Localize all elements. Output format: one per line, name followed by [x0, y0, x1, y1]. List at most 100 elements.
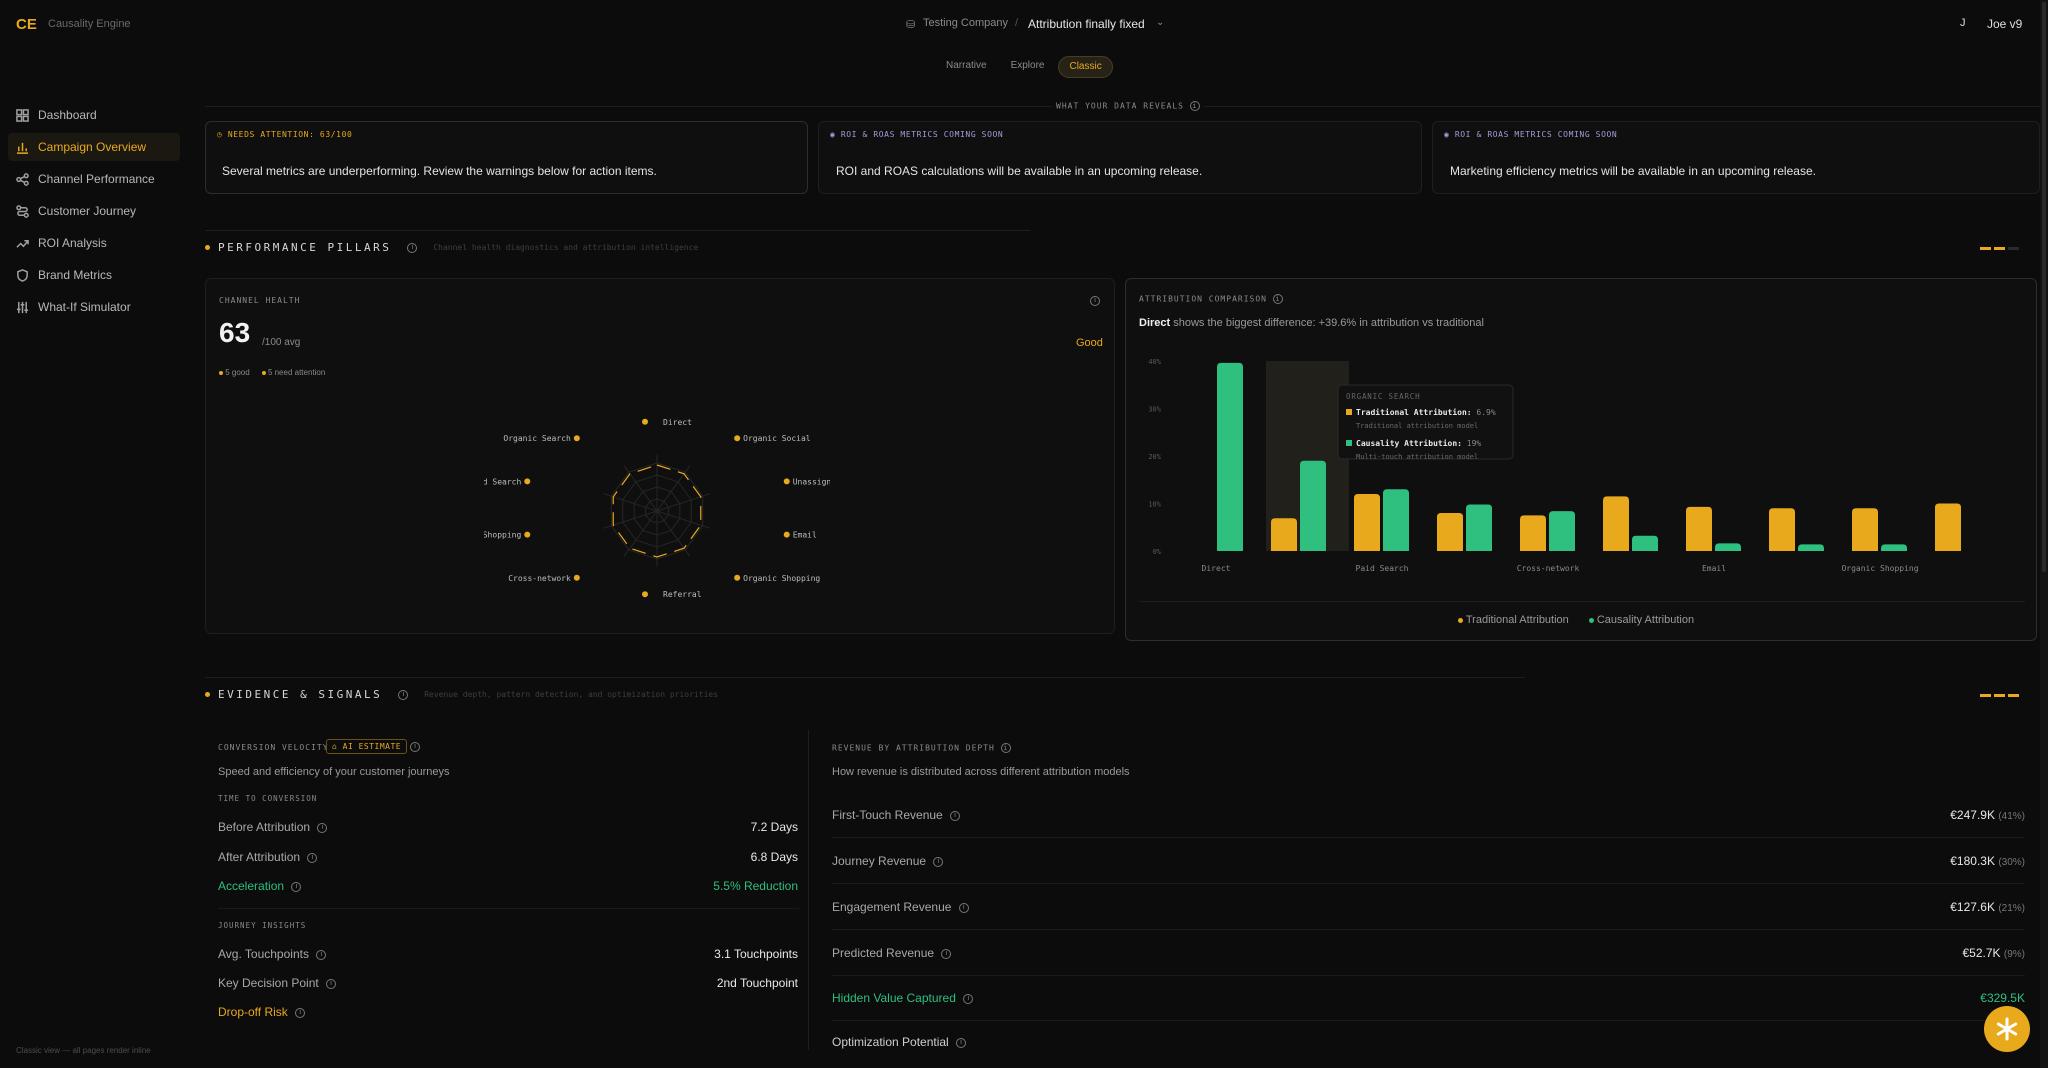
sidebar-item-customer-journey[interactable]: Customer Journey	[8, 197, 180, 225]
bar-traditional[interactable]	[1271, 518, 1297, 551]
bar-traditional[interactable]	[1935, 503, 1961, 552]
company-name[interactable]: Testing Company	[923, 17, 1008, 29]
breadcrumb-separator: /	[1015, 17, 1019, 29]
sliders-icon	[16, 301, 29, 313]
legend-item-causality[interactable]: Causality Attribution	[1588, 614, 1694, 626]
app-name: Causality Engine	[48, 18, 131, 30]
scrollbar[interactable]	[2040, 0, 2048, 1068]
reveals-kicker: WHAT YOUR DATA REVEALS i	[1052, 101, 1204, 111]
info-icon[interactable]: i	[407, 242, 418, 253]
sidebar-item-roi-analysis[interactable]: ROI Analysis	[8, 229, 180, 257]
sidebar-item-campaign-overview[interactable]: Campaign Overview	[8, 133, 180, 161]
health-legend: 5 good 5 need attention	[219, 368, 325, 377]
bar-causality[interactable]	[1383, 489, 1409, 551]
radar-label: Cross-network	[508, 574, 571, 583]
before-attribution-label: Before Attribution i	[218, 820, 328, 834]
health-status: Good	[1076, 337, 1103, 349]
revenue-row-label: First-Touch Revenue i	[832, 808, 961, 822]
key-decision-label: Key Decision Point i	[218, 976, 337, 990]
sidebar-item-what-if-simulator[interactable]: What-If Simulator	[8, 293, 180, 321]
bar-causality[interactable]	[1217, 362, 1243, 551]
tooltip-line2: Causality Attribution: 19%	[1356, 438, 1481, 448]
info-icon[interactable]: i	[398, 689, 409, 700]
health-kicker: CHANNEL HEALTH	[219, 296, 301, 305]
radar-axis	[603, 510, 658, 529]
radar-label: Email	[793, 531, 817, 540]
velocity-desc: Speed and efficiency of your customer jo…	[218, 766, 450, 778]
bar-traditional[interactable]	[1437, 513, 1463, 551]
health-score-suffix: /100 avg	[262, 337, 301, 348]
radar-point-dot	[734, 435, 741, 442]
after-attribution-label: After Attribution i	[218, 850, 318, 864]
radar-point-dot	[783, 531, 790, 538]
sidebar-item-label: What-If Simulator	[38, 300, 131, 314]
info-icon[interactable]: i	[1272, 294, 1283, 304]
x-tick-label: Direct	[1202, 564, 1231, 573]
bar-chart-icon	[16, 142, 29, 154]
radar-point-dot	[783, 478, 790, 485]
chart-legend: Traditional Attribution Causality Attrib…	[1458, 614, 1694, 626]
reveal-text: Marketing efficiency metrics will be ava…	[1450, 164, 1816, 178]
reveal-text: ROI and ROAS calculations will be availa…	[836, 164, 1203, 178]
asterisk-icon	[1996, 1017, 2018, 1041]
assistant-button[interactable]	[1984, 1006, 2030, 1052]
revenue-row-value: €180.3K (30%)	[1950, 854, 2025, 868]
divider	[205, 677, 1525, 678]
sidebar-item-label: ROI Analysis	[38, 236, 107, 250]
reveal-tag: ◉ ROI & ROAS METRICS COMING SOON	[830, 130, 1004, 139]
journey-insights-kicker: JOURNEY INSIGHTS	[218, 921, 307, 930]
tab-explore[interactable]: Explore	[1010, 60, 1045, 71]
bar-traditional[interactable]	[1686, 506, 1712, 551]
bar-traditional[interactable]	[1603, 496, 1629, 551]
chevron-down-icon[interactable]: ⌄	[1156, 17, 1165, 28]
x-tick-label: Cross-network	[1517, 564, 1580, 573]
app-logo[interactable]: CE	[16, 16, 37, 33]
info-icon[interactable]: i	[1189, 101, 1200, 111]
ai-estimate-badge: ⌂ AI ESTIMATE	[326, 739, 408, 754]
section-progress	[1980, 694, 2019, 697]
user-name[interactable]: Joe v9	[1987, 17, 2023, 31]
info-icon[interactable]: i	[410, 742, 420, 752]
tab-narrative[interactable]: Narrative	[946, 60, 987, 71]
bar-causality[interactable]	[1632, 535, 1658, 551]
radar-axis	[603, 493, 658, 512]
y-tick-label: 10%	[1148, 501, 1161, 509]
bar-causality[interactable]	[1466, 504, 1492, 551]
attribution-bar-chart: 40% 30% 20% 10% 0% Direct Paid Search Cross-net…	[1148, 358, 1961, 573]
bar-causality[interactable]	[1300, 460, 1326, 551]
health-score: 63	[219, 317, 251, 348]
evidence-header: EVIDENCE & SIGNALS i Revenue depth, patt…	[205, 688, 718, 701]
info-icon[interactable]: i	[1090, 296, 1100, 306]
channel-health-card: CHANNEL HEALTH i 63 /100 avg Good 5 good…	[205, 278, 1115, 634]
reveal-card-roi: ◉ ROI & ROAS METRICS COMING SOON ROI and…	[818, 121, 1422, 194]
bar-traditional[interactable]	[1354, 494, 1380, 551]
hidden-value-value: €329.5K	[1980, 991, 2025, 1005]
avatar[interactable]: J	[1960, 17, 1966, 29]
bar-traditional[interactable]	[1769, 508, 1795, 551]
divider	[832, 837, 2025, 838]
revenue-row-label: Engagement Revenue i	[832, 900, 969, 914]
project-selector[interactable]: Attribution finally fixed	[1028, 17, 1145, 31]
divider	[832, 975, 2025, 976]
before-attribution-value: 7.2 Days	[750, 820, 798, 834]
bar-causality[interactable]	[1881, 544, 1907, 551]
bar-causality[interactable]	[1798, 544, 1824, 551]
bar-traditional[interactable]	[1852, 508, 1878, 551]
bar-traditional[interactable]	[1520, 515, 1546, 551]
bar-causality[interactable]	[1549, 511, 1575, 551]
sidebar-item-channel-performance[interactable]: Channel Performance	[8, 165, 180, 193]
sidebar-item-brand-metrics[interactable]: Brand Metrics	[8, 261, 180, 289]
avg-touchpoints-value: 3.1 Touchpoints	[714, 947, 798, 961]
y-tick-label: 0%	[1153, 548, 1162, 556]
grid-icon	[16, 108, 29, 122]
radar-axis	[656, 510, 711, 529]
divider	[832, 929, 2025, 930]
revenue-row-value: €247.9K (41%)	[1950, 808, 2025, 822]
sidebar-item-dashboard[interactable]: Dashboard	[8, 101, 180, 129]
bar-causality[interactable]	[1715, 543, 1741, 551]
radar-axis	[656, 510, 691, 557]
revenue-row-label: Predicted Revenue i	[832, 946, 952, 960]
legend-item-traditional[interactable]: Traditional Attribution	[1458, 614, 1569, 626]
sidebar-item-label: Campaign Overview	[38, 140, 147, 154]
tab-classic[interactable]: Classic	[1058, 56, 1113, 78]
